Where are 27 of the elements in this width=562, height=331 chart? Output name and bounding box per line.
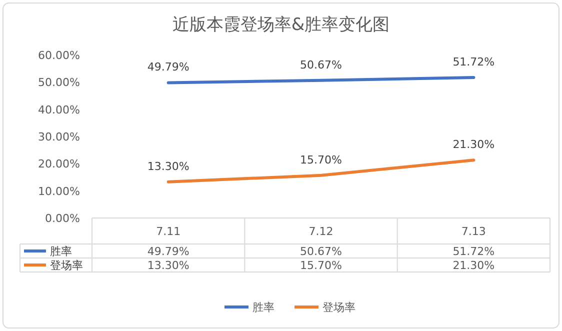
data-label: 13.30% — [147, 259, 190, 272]
text: 15.70% — [300, 153, 342, 166]
text: 胜率 — [252, 301, 274, 314]
text: 登场率 — [322, 301, 356, 314]
y-tick-label: 50.00% — [38, 76, 80, 90]
data-label: 15.70% — [300, 259, 342, 272]
text: 51.72% — [452, 55, 495, 68]
data-label: 49.79% — [147, 245, 190, 258]
text: 21.30% — [452, 138, 495, 152]
x-tick-label: 7.11 — [156, 225, 181, 238]
y-tick-label: 10.00% — [38, 184, 80, 198]
chart-title: 近版本霞登场率&胜率变化图 — [172, 15, 390, 35]
text: 50.67% — [300, 58, 342, 72]
y-tick-label: 0.00% — [45, 212, 80, 225]
data-label: 50.67% — [300, 245, 342, 258]
legend-label: 胜率 — [50, 245, 72, 258]
y-tick-label: 20.00% — [38, 158, 80, 171]
text: 13.30% — [147, 160, 190, 173]
x-tick-label: 7.13 — [461, 225, 486, 238]
y-tick-label: 40.00% — [38, 103, 80, 116]
legend-label: 登场率 — [50, 259, 83, 272]
data-label: 51.72% — [452, 245, 495, 258]
text: 49.79% — [147, 60, 190, 74]
y-tick-label: 30.00% — [38, 130, 80, 144]
data-label: 21.30% — [452, 259, 495, 272]
y-tick-label: 60.00% — [38, 49, 80, 62]
x-tick-label: 7.12 — [308, 225, 334, 238]
